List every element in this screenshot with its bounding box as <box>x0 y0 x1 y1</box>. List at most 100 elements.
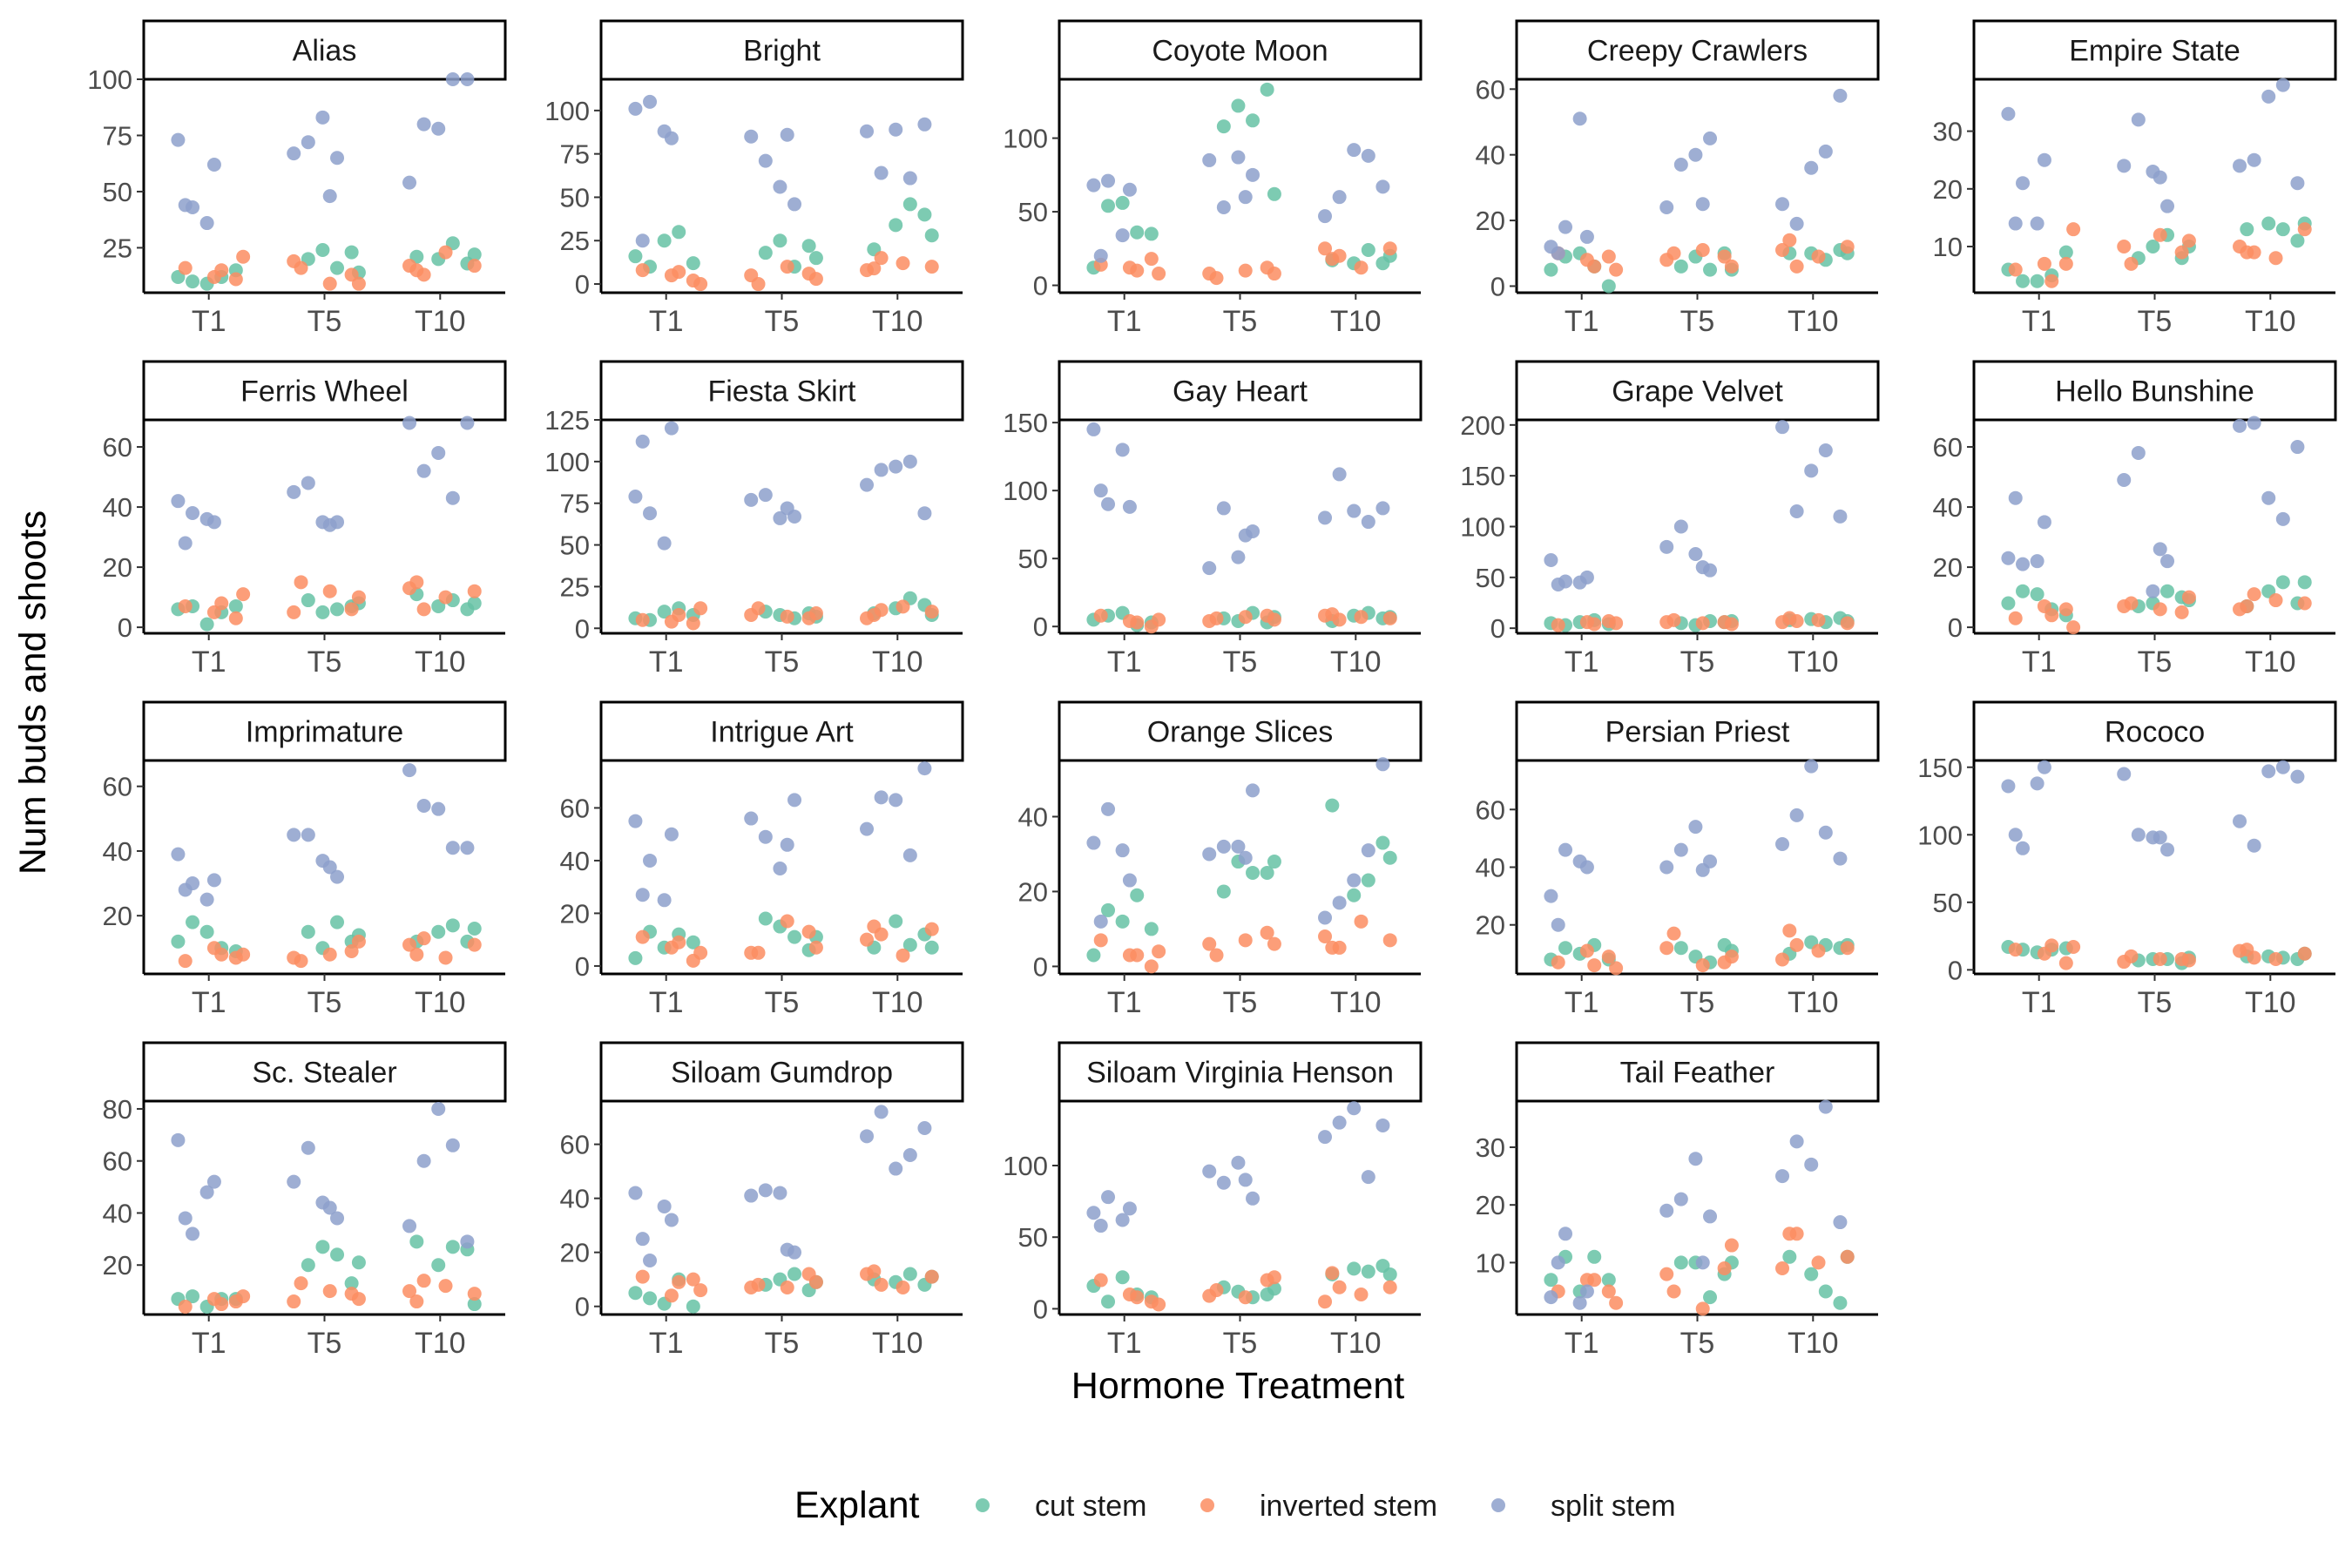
data-point-cut <box>1673 1255 1688 1270</box>
data-point-cut <box>467 922 482 936</box>
data-point-cut <box>686 1299 700 1314</box>
data-point-inverted <box>1609 262 1624 277</box>
data-point-cut <box>2275 575 2290 590</box>
legend-label-cut: cut stem <box>1035 1490 1146 1523</box>
y-tick-label: 0 <box>575 269 590 300</box>
data-point-split <box>2008 828 2023 842</box>
data-point-split <box>315 515 330 530</box>
y-tick-label: 100 <box>1003 1151 1048 1181</box>
data-point-split <box>460 1234 475 1249</box>
data-point-split <box>2037 760 2051 774</box>
panel-siloam-virginia-henson: Siloam Virginia Henson 0 50 100 T1 T5 T10 <box>1003 1041 1423 1360</box>
data-point-split <box>2261 89 2276 104</box>
y-tick-label: 10 <box>1476 1247 1505 1278</box>
data-point-inverted <box>416 267 431 282</box>
data-point-inverted <box>2181 233 2196 248</box>
data-point-inverted <box>1354 610 1369 625</box>
data-point-inverted <box>1202 613 1217 628</box>
data-point-split <box>1122 182 1137 197</box>
data-point-split <box>1231 150 1246 165</box>
data-point-split <box>902 1148 917 1163</box>
data-point-cut <box>1601 279 1616 294</box>
data-point-cut <box>889 914 903 929</box>
data-point-split <box>2016 176 2031 191</box>
data-point-inverted <box>896 1280 910 1294</box>
data-point-split <box>416 1153 431 1168</box>
data-point-inverted <box>236 1289 251 1304</box>
data-point-cut <box>628 1286 643 1301</box>
data-point-split <box>1347 1101 1362 1116</box>
x-tick-label: T10 <box>2245 305 2296 338</box>
data-point-split <box>2290 440 2305 455</box>
data-point-inverted <box>178 598 193 613</box>
panel-sc-stealer: Sc. Stealer 20 40 60 80 T1 T5 T10 <box>103 1041 507 1360</box>
data-point-inverted <box>686 616 700 631</box>
data-point-inverted <box>1202 936 1217 951</box>
x-tick-label: T5 <box>1223 986 1258 1019</box>
data-point-split <box>315 1195 330 1210</box>
x-tick-label: T10 <box>1788 645 1839 679</box>
panel-title: Coyote Moon <box>1152 35 1328 68</box>
data-point-split <box>860 821 875 836</box>
x-tick-label: T1 <box>1107 1327 1142 1360</box>
data-point-split <box>431 445 446 460</box>
data-point-split <box>1347 873 1362 888</box>
data-point-inverted <box>1811 943 1826 958</box>
y-tick-label: 50 <box>560 531 590 561</box>
data-point-split <box>1375 1118 1390 1132</box>
x-tick-label: T5 <box>308 1327 342 1360</box>
data-point-inverted <box>2268 251 2283 266</box>
data-point-split <box>1579 229 1594 244</box>
x-tick-label: T10 <box>872 645 923 679</box>
data-point-split <box>2030 776 2044 791</box>
data-point-cut <box>344 245 359 260</box>
data-point-inverted <box>693 277 708 292</box>
data-point-split <box>445 72 460 86</box>
data-point-inverted <box>1382 933 1397 948</box>
data-point-inverted <box>2181 590 2196 605</box>
data-point-inverted <box>2008 611 2023 625</box>
y-tick-label: 60 <box>103 432 132 463</box>
x-tick-label: T5 <box>1680 645 1715 679</box>
data-point-inverted <box>664 940 679 955</box>
data-point-split <box>330 151 345 166</box>
data-point-inverted <box>896 948 910 963</box>
y-tick-label: 20 <box>1476 910 1505 941</box>
data-point-inverted <box>206 269 221 284</box>
data-point-inverted <box>2297 946 2312 961</box>
panel-intrigue-art: Intrigue Art 0 20 40 60 T1 T5 T10 <box>560 700 964 1019</box>
y-tick-label: 20 <box>103 1250 132 1281</box>
data-point-split <box>1659 1203 1674 1218</box>
panel-strip <box>142 19 507 81</box>
data-point-inverted <box>294 1276 308 1291</box>
data-point-inverted <box>2247 950 2261 965</box>
data-point-cut <box>330 1247 345 1262</box>
data-point-inverted <box>228 272 243 287</box>
data-point-split <box>402 1219 417 1233</box>
data-point-inverted <box>1811 1255 1826 1270</box>
data-point-cut <box>1361 873 1375 888</box>
data-point-cut <box>2160 584 2175 598</box>
data-point-split <box>1789 808 1804 822</box>
y-tick-label: 20 <box>1933 174 1963 205</box>
y-tick-label: 0 <box>1033 1294 1048 1324</box>
data-point-split <box>2261 490 2276 505</box>
data-point-inverted <box>780 1280 794 1294</box>
data-point-split <box>416 463 431 478</box>
data-point-split <box>330 869 345 884</box>
data-point-inverted <box>287 950 301 965</box>
data-point-split <box>1833 851 1848 866</box>
data-point-cut <box>1361 1264 1375 1279</box>
data-point-split <box>171 494 186 509</box>
panel-strip <box>1515 700 1880 762</box>
data-point-inverted <box>287 605 301 619</box>
data-point-split <box>889 1161 903 1176</box>
data-point-cut <box>1246 113 1260 128</box>
x-tick-label: T1 <box>649 305 684 338</box>
data-point-inverted <box>1811 612 1826 627</box>
data-point-split <box>2247 152 2261 167</box>
data-point-split <box>1833 509 1848 524</box>
data-point-inverted <box>686 1272 700 1287</box>
data-point-inverted <box>2233 602 2247 617</box>
